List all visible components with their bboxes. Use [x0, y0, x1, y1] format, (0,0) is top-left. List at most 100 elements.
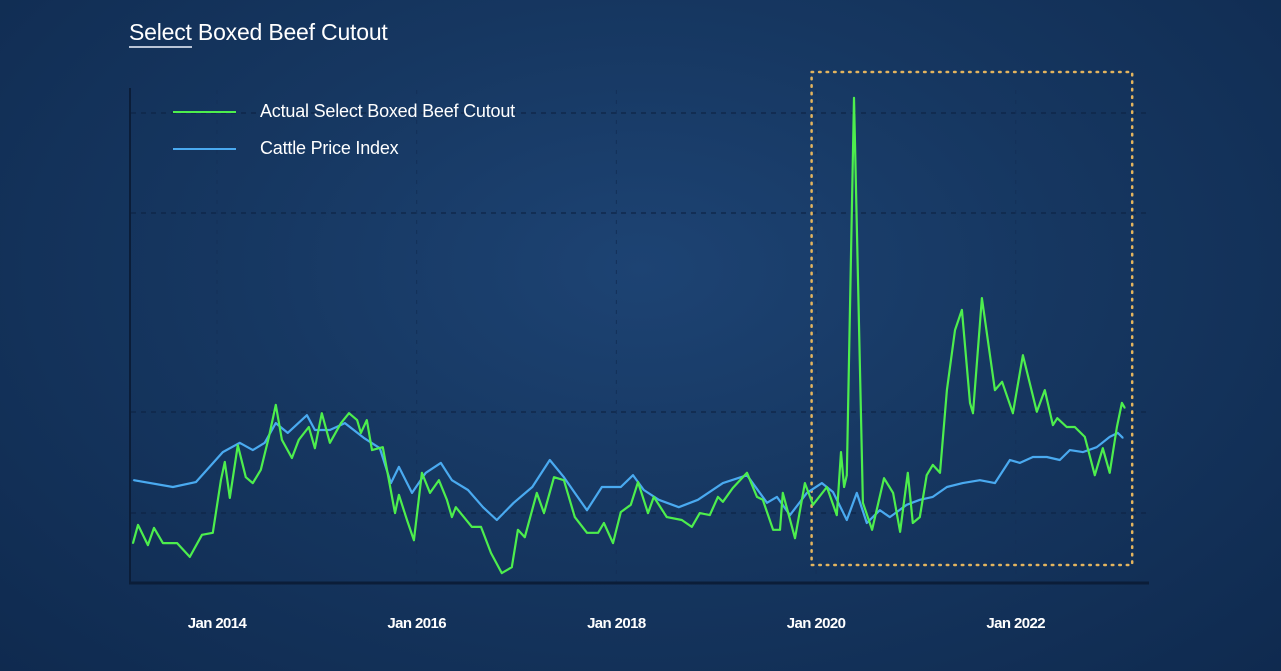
data-point — [1008, 459, 1011, 461]
data-point — [381, 446, 384, 449]
data-point — [523, 536, 526, 539]
data-point — [779, 528, 781, 531]
data-point — [535, 492, 538, 494]
data-point — [297, 438, 300, 441]
data-point — [421, 471, 423, 474]
data-point — [543, 512, 545, 515]
data-point — [470, 525, 473, 528]
data-point — [573, 492, 576, 494]
data-point — [602, 522, 605, 524]
data-point — [195, 481, 197, 484]
data-point — [251, 449, 254, 452]
data-point — [147, 544, 149, 546]
data-point — [263, 441, 266, 444]
data-point — [1051, 424, 1054, 426]
data-point — [619, 486, 622, 488]
data-point — [794, 537, 796, 540]
data-point — [365, 419, 368, 422]
data-point — [429, 492, 431, 494]
data-point — [832, 491, 834, 493]
data-point — [883, 477, 885, 480]
data-point — [825, 486, 828, 488]
data-point — [845, 519, 848, 521]
data-point — [307, 426, 310, 428]
data-point — [994, 389, 996, 392]
data-point — [939, 471, 941, 474]
data-point — [1095, 446, 1098, 449]
data-point — [1083, 435, 1086, 438]
data-point — [652, 495, 655, 498]
data-point — [343, 422, 346, 424]
highlight-region — [810, 70, 1134, 567]
data-point — [236, 444, 239, 447]
x-tick-label: Jan 2022 — [986, 615, 1045, 632]
data-point — [946, 389, 948, 392]
data-point — [961, 482, 964, 485]
data-point — [1018, 462, 1021, 464]
data-point — [931, 464, 934, 466]
data-point — [411, 492, 413, 494]
data-point — [221, 451, 224, 454]
data-point — [698, 512, 701, 515]
data-point — [244, 476, 247, 479]
data-point — [137, 524, 139, 526]
data-point — [274, 422, 277, 424]
data-point — [597, 531, 599, 534]
data-point — [835, 514, 838, 516]
data-point — [980, 297, 983, 300]
data-point — [188, 556, 191, 558]
data-point — [969, 402, 971, 404]
data-point — [931, 495, 934, 498]
data-point — [313, 447, 316, 450]
x-tick-label: Jan 2016 — [387, 615, 446, 632]
data-point — [563, 476, 565, 479]
data-point — [586, 509, 588, 512]
data-point — [871, 528, 873, 531]
data-point — [862, 501, 864, 504]
data-point — [424, 471, 427, 474]
data-point — [362, 436, 365, 439]
data-point — [972, 412, 974, 415]
data-point — [406, 519, 408, 521]
data-point — [1068, 449, 1071, 452]
data-point — [267, 435, 270, 438]
data-point — [439, 462, 442, 464]
data-point — [865, 522, 868, 524]
data-point — [1012, 412, 1014, 415]
data-point — [371, 449, 373, 452]
data-point — [721, 500, 724, 503]
data-point — [946, 486, 948, 488]
data-point — [1035, 410, 1038, 413]
data-point — [918, 516, 921, 518]
data-point — [480, 525, 482, 528]
title-rest: Boxed Beef Cutout — [191, 19, 388, 45]
data-point — [665, 516, 668, 518]
data-point — [632, 474, 634, 477]
legend-item-cattle-index: Cattle Price Index — [173, 138, 399, 159]
series-0 — [131, 96, 1126, 575]
data-point — [899, 530, 901, 533]
data-point — [437, 479, 440, 482]
data-point — [201, 533, 203, 536]
data-point — [731, 487, 734, 489]
legend-item-actual-cutout: Actual Select Boxed Beef Cutout — [173, 101, 515, 122]
series-1 — [132, 414, 1124, 525]
chart-title: Select Boxed Beef Cutout — [129, 19, 388, 48]
data-point — [512, 501, 515, 504]
data-point — [696, 498, 699, 501]
data-point — [413, 539, 415, 542]
data-point — [619, 511, 622, 514]
data-point — [228, 496, 231, 499]
data-point — [766, 501, 768, 504]
data-point — [1121, 402, 1123, 404]
data-point — [657, 498, 660, 501]
data-point — [820, 482, 823, 485]
data-point — [888, 516, 891, 518]
data-point — [1043, 389, 1046, 392]
data-point — [238, 441, 241, 444]
data-point — [172, 486, 174, 488]
data-point — [954, 329, 956, 331]
data-point — [280, 438, 283, 441]
data-point — [1065, 426, 1068, 428]
data-point — [716, 495, 719, 498]
